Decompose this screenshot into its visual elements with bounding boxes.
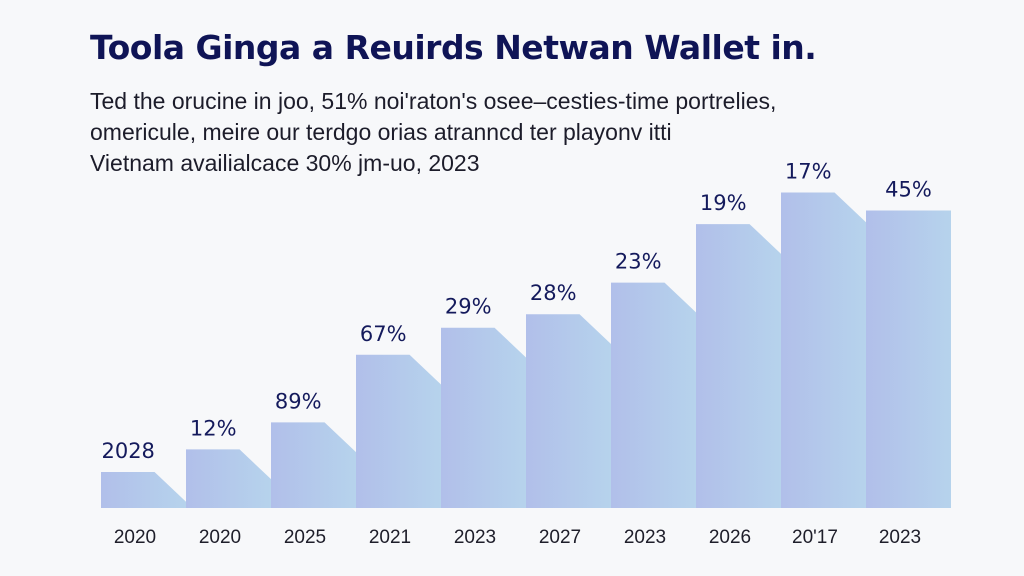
- x-tick-label: 2021: [369, 527, 411, 548]
- subtitle-line: Vietnam availialcace 30% jm-uo, 2023: [90, 150, 480, 176]
- x-tick-label: 2027: [539, 527, 581, 548]
- chart-subtitle: Ted the orucine in joo, 51% noi'raton's …: [90, 86, 850, 179]
- x-tick-label: 2026: [709, 527, 751, 548]
- value-label: 17%: [785, 160, 832, 184]
- step-segment: [441, 327, 526, 508]
- x-tick-label: 2023: [879, 527, 921, 548]
- value-label: 19%: [700, 191, 747, 215]
- value-label: 2028: [101, 439, 154, 463]
- value-label: 23%: [615, 250, 662, 274]
- x-tick-label: 2025: [284, 527, 326, 548]
- step-segment: [781, 192, 866, 509]
- subtitle-line: Ted the orucine in joo, 51% noi'raton's …: [90, 88, 777, 114]
- step-segment: [101, 471, 186, 508]
- chart-title: Toola Ginga a Reuirds Netwan Wallet in.: [90, 28, 817, 67]
- subtitle-line: omericule, meire our terdgo orias atrann…: [90, 119, 672, 145]
- x-tick-label: 2023: [454, 527, 496, 548]
- value-label: 29%: [445, 295, 492, 319]
- step-segment: [696, 224, 781, 508]
- value-label: 12%: [190, 416, 237, 440]
- step-segment: [526, 314, 611, 508]
- x-tick-label: 20'17: [792, 527, 838, 548]
- value-label: 28%: [530, 281, 577, 305]
- step-segment: [356, 354, 441, 508]
- value-label: 67%: [360, 322, 407, 346]
- value-label: 45%: [885, 178, 932, 202]
- x-tick-label: 2020: [114, 527, 156, 548]
- step-segment: [611, 282, 696, 508]
- step-segment: [866, 210, 951, 508]
- value-label: 89%: [275, 389, 322, 413]
- x-tick-label: 2023: [624, 527, 666, 548]
- x-tick-label: 2020: [199, 527, 241, 548]
- step-segment: [186, 449, 271, 508]
- step-segment: [271, 422, 356, 508]
